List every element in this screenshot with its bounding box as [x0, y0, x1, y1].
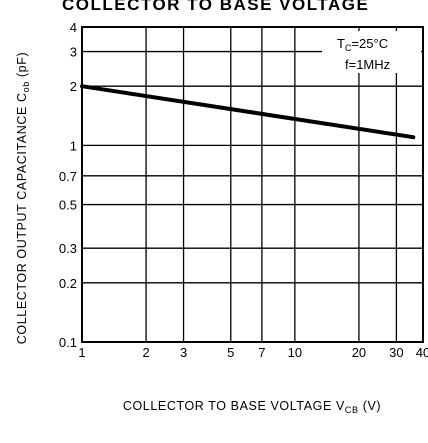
plot-frame: [81, 26, 424, 343]
temperature-value: =25°C: [351, 36, 388, 51]
x-axis-unit: (V): [363, 399, 381, 413]
chart-title: COLLECTOR TO BASE VOLTAGE: [62, 0, 369, 14]
frequency-note: f=1MHz: [345, 57, 390, 72]
x-tick-label: 2: [142, 345, 149, 360]
x-tick-label: 1: [78, 345, 85, 360]
x-axis-label: COLLECTOR TO BASE VOLTAGE VCB (V): [123, 399, 381, 416]
x-tick-label: 30: [389, 345, 403, 360]
x-axis-symbol-sub: CB: [345, 405, 359, 415]
x-tick-label: 40: [416, 345, 428, 360]
temperature-symbol: T: [337, 36, 345, 51]
y-axis-label: COLLECTOR OUTPUT CAPACITANCE Cob (pF): [15, 52, 32, 344]
grid-lines: [82, 27, 423, 342]
y-tick-label: 0.1: [59, 335, 77, 350]
y-axis-unit: (pF): [15, 52, 29, 77]
y-tick-label: 0.7: [59, 169, 77, 184]
x-tick-label: 5: [227, 345, 234, 360]
y-tick-label: 3: [70, 45, 77, 60]
y-tick-label: 2: [70, 79, 77, 94]
y-tick-labels: 0.1 0.2 0.3 0.5 0.7 1 2 3 4: [59, 20, 77, 350]
x-tick-labels: 1 2 3 5 7 10 20 30 40: [78, 345, 428, 360]
x-tick-label: 3: [180, 345, 187, 360]
condition-box: TC=25°C f=1MHz: [322, 31, 421, 73]
y-axis-symbol-sub: ob: [21, 81, 31, 92]
temperature-symbol-sub: C: [345, 43, 352, 53]
y-tick-label: 4: [70, 20, 77, 35]
y-tick-label: 0.3: [59, 241, 77, 256]
y-axis-label-text: COLLECTOR OUTPUT CAPACITANCE: [15, 106, 29, 344]
x-tick-label: 20: [352, 345, 366, 360]
x-axis-label-text: COLLECTOR TO BASE VOLTAGE: [123, 399, 332, 413]
y-axis-symbol: C: [15, 92, 29, 102]
y-tick-label: 1: [70, 138, 77, 153]
y-tick-label: 0.2: [59, 276, 77, 291]
x-tick-label: 7: [258, 345, 265, 360]
capacitance-curve: [80, 84, 416, 140]
series-lines: [80, 84, 416, 140]
y-tick-label: 0.5: [59, 198, 77, 213]
x-tick-label: 10: [288, 345, 302, 360]
condition-box-bg: [322, 31, 421, 73]
temperature-note: TC=25°C: [337, 36, 388, 53]
x-axis-symbol: V: [336, 399, 345, 413]
